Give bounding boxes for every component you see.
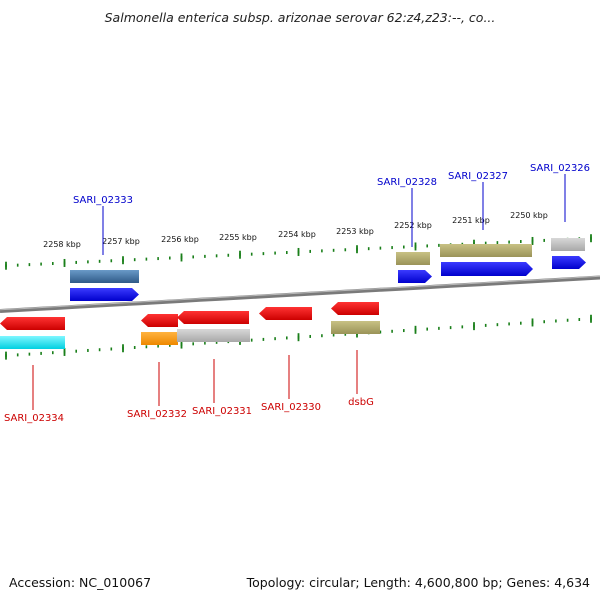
- topology-label: Topology: circular; Length: 4,600,800 bp…: [246, 575, 590, 590]
- gene-feature-sari-02327-cds[interactable]: [441, 262, 533, 276]
- kbp-tick-label: 2257 kbp: [102, 237, 140, 246]
- gene-label[interactable]: SARI_02327: [448, 171, 508, 182]
- accession-label: Accession: NC_010067: [9, 575, 152, 590]
- gene-feature-sari-02333-rna[interactable]: [70, 270, 139, 283]
- kbp-tick-label: 2253 kbp: [336, 227, 374, 236]
- kbp-tick-label: 2255 kbp: [219, 233, 257, 242]
- gene-feature-sari-02330-cds[interactable]: [259, 307, 312, 320]
- gene-feature-dsbg-cds[interactable]: [331, 302, 379, 315]
- kbp-tick-label: 2251 kbp: [452, 216, 490, 225]
- gene-feature-sari-02326-cds[interactable]: [552, 256, 586, 269]
- map-title: Salmonella enterica subsp. arizonae sero…: [104, 10, 496, 25]
- gene-feature-sari-02326-rna[interactable]: [551, 238, 585, 251]
- gene-feature-sari-02332-rna[interactable]: [141, 332, 178, 345]
- gene-feature-sari-02327-rna[interactable]: [440, 244, 532, 257]
- kbp-tick-label: 2250 kbp: [510, 211, 548, 220]
- gene-feature-sari-02328-cds[interactable]: [398, 270, 432, 283]
- gene-feature-dsbg-rna[interactable]: [331, 321, 380, 334]
- gene-feature-sari-02333-cds[interactable]: [70, 288, 139, 301]
- gene-label[interactable]: SARI_02326: [530, 163, 590, 174]
- gene-label[interactable]: SARI_02331: [192, 406, 252, 417]
- kbp-tick-label: 2254 kbp: [278, 230, 316, 239]
- kbp-tick-label: 2256 kbp: [161, 235, 199, 244]
- gene-label[interactable]: dsbG: [348, 397, 374, 408]
- gene-feature-sari-02334-cds[interactable]: [0, 317, 65, 330]
- gene-feature-sari-02331-rna[interactable]: [177, 329, 250, 342]
- gene-label[interactable]: SARI_02332: [127, 409, 187, 420]
- backbone-highlight: [0, 275, 600, 311]
- backbone-line: [0, 275, 600, 313]
- kbp-tick-label: 2258 kbp: [43, 240, 81, 249]
- gene-feature-sari-02334-rna[interactable]: [0, 336, 65, 349]
- gene-feature-sari-02332-cds[interactable]: [141, 314, 178, 327]
- gene-feature-sari-02328-rna[interactable]: [396, 252, 430, 265]
- gene-label[interactable]: SARI_02333: [73, 195, 133, 206]
- gene-label[interactable]: SARI_02328: [377, 177, 437, 188]
- kbp-tick-label: 2252 kbp: [394, 221, 432, 230]
- gene-label[interactable]: SARI_02334: [4, 413, 64, 424]
- gene-label[interactable]: SARI_02330: [261, 402, 321, 413]
- gene-feature-sari-02331-cds[interactable]: [177, 311, 249, 324]
